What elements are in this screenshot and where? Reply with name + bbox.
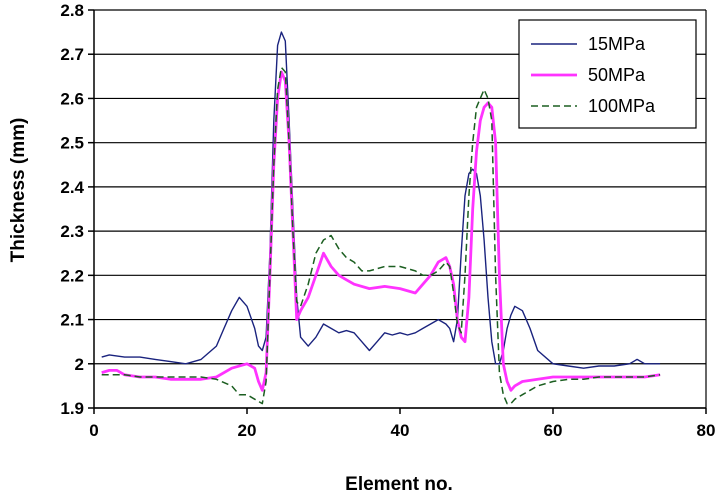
x-tick-label-4: 80 bbox=[697, 421, 716, 440]
x-tick-label-1: 20 bbox=[238, 421, 257, 440]
legend: 15MPa 50MPa 100MPa bbox=[518, 19, 697, 129]
legend-label-15mpa: 15MPa bbox=[588, 34, 646, 54]
y-tick-labels: 1.9 2 2.1 2.2 2.3 2.4 2.5 2.6 2.7 2.8 bbox=[60, 1, 84, 418]
series-line-15mpa bbox=[101, 31, 661, 369]
x-tick-label-0: 0 bbox=[89, 421, 98, 440]
series-line-100mpa bbox=[101, 66, 661, 405]
y-tick-label-2: 2.1 bbox=[60, 311, 84, 330]
y-tick-label-1: 2 bbox=[75, 355, 84, 374]
y-tick-label-4: 2.3 bbox=[60, 222, 84, 241]
y-tick-label-8: 2.7 bbox=[60, 45, 84, 64]
y-tick-label-3: 2.2 bbox=[60, 266, 84, 285]
x-tick-label-2: 40 bbox=[391, 421, 410, 440]
y-tick-label-5: 2.4 bbox=[60, 178, 84, 197]
x-tick-labels: 0 20 40 60 80 bbox=[89, 421, 715, 440]
x-axis-title: Element no. bbox=[345, 474, 453, 495]
y-tick-label-7: 2.6 bbox=[60, 89, 84, 108]
y-tick-label-9: 2.8 bbox=[60, 1, 84, 20]
axes bbox=[88, 9, 707, 414]
y-axis-title: Thickness (mm) bbox=[8, 118, 29, 263]
series-line-50mpa bbox=[101, 70, 661, 392]
x-tick-label-3: 60 bbox=[544, 421, 563, 440]
y-tick-label-0: 1.9 bbox=[60, 399, 84, 418]
y-tick-label-6: 2.5 bbox=[60, 134, 84, 153]
gridlines bbox=[94, 9, 706, 409]
legend-label-100mpa: 100MPa bbox=[588, 96, 656, 116]
legend-label-50mpa: 50MPa bbox=[588, 65, 646, 85]
series-layer bbox=[101, 31, 661, 405]
